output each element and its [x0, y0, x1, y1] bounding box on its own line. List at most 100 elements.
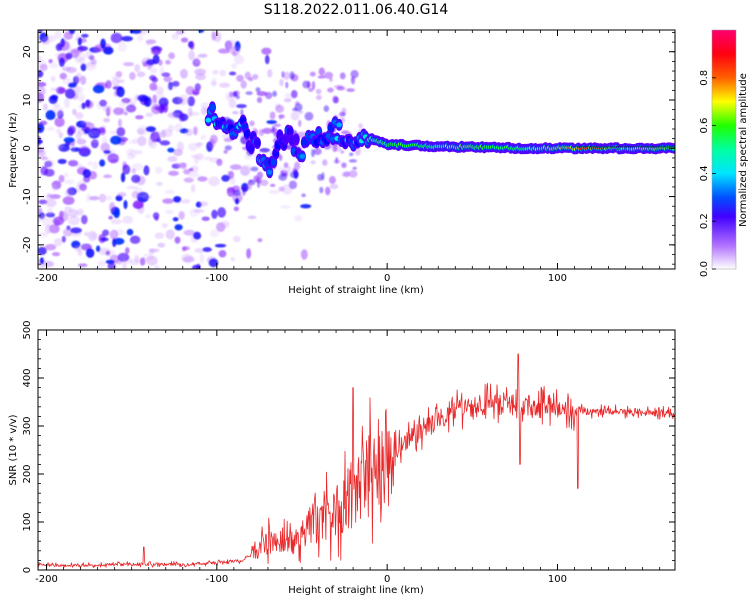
noise-blob [110, 135, 122, 145]
ridge-segment [270, 159, 277, 165]
colorbar-tick-label: 0.8 [699, 70, 710, 86]
noise-blob [348, 159, 358, 163]
ridge-segment [336, 122, 342, 128]
noise-blob [228, 71, 237, 76]
noise-blob [84, 231, 89, 237]
noise-blob [323, 105, 330, 112]
noise-blob [328, 176, 336, 185]
noise-blob [350, 77, 355, 82]
noise-blob [109, 202, 116, 213]
noise-blob [164, 189, 175, 195]
noise-blob [99, 128, 106, 136]
noise-blob [249, 120, 255, 127]
noise-blob [116, 86, 125, 98]
noise-blob [174, 224, 183, 231]
noise-blob [39, 257, 45, 265]
noise-blob [235, 95, 240, 100]
y-tick-label: 0 [22, 145, 33, 151]
spectrogram-y-label: Frequency (Hz) [8, 112, 19, 188]
noise-blob [134, 254, 140, 263]
noise-blob [230, 164, 242, 170]
noise-blob [214, 243, 227, 248]
noise-blob [173, 196, 182, 203]
noise-blob [194, 68, 207, 76]
noise-blob [74, 245, 80, 252]
noise-blob [178, 211, 185, 220]
noise-blob [233, 206, 240, 212]
noise-blob [252, 73, 259, 80]
noise-blob [221, 174, 230, 182]
noise-blob [99, 99, 107, 107]
noise-blob [107, 153, 119, 164]
noise-blob [86, 192, 91, 203]
noise-blob [230, 257, 235, 262]
noise-blob [38, 123, 45, 134]
noise-blob [103, 150, 111, 154]
noise-blob [133, 138, 138, 145]
y-tick-label: 400 [22, 368, 33, 387]
noise-blob [145, 40, 152, 47]
noise-blob [82, 169, 92, 178]
noise-blob [45, 109, 56, 121]
noise-blob [122, 259, 127, 269]
noise-blob [146, 255, 158, 266]
noise-blob [65, 141, 71, 147]
noise-blob [278, 186, 285, 192]
noise-blob [272, 90, 277, 97]
noise-blob [44, 244, 57, 251]
noise-blob [197, 176, 208, 182]
noise-blob [46, 127, 55, 131]
noise-blob [181, 199, 191, 204]
noise-blob [271, 125, 276, 133]
noise-blob [258, 128, 265, 137]
noise-blob [59, 72, 68, 80]
noise-blob [324, 71, 334, 79]
noise-blob [341, 162, 347, 169]
noise-blob [53, 238, 63, 247]
noise-blob [183, 177, 194, 183]
noise-blob [257, 179, 261, 189]
noise-blob [269, 183, 276, 188]
noise-blob [156, 181, 163, 186]
noise-blob [150, 49, 162, 55]
noise-blob [245, 91, 253, 96]
noise-blob [44, 224, 53, 234]
noise-blob [340, 150, 345, 154]
colorbar-tick-label: 0.2 [699, 213, 710, 229]
noise-blob [105, 250, 111, 256]
noise-blob [45, 159, 56, 169]
noise-blob [49, 87, 60, 92]
noise-blob [163, 102, 169, 113]
spectrogram-x-label: Height of straight line (km) [288, 285, 424, 296]
noise-blob [232, 189, 241, 196]
noise-blob [332, 143, 338, 153]
noise-blob [172, 217, 179, 222]
noise-blob [107, 262, 116, 269]
noise-blob [247, 181, 252, 191]
noise-blob [55, 43, 63, 52]
noise-blob [137, 94, 149, 102]
noise-blob [126, 185, 139, 190]
noise-blob [288, 180, 298, 190]
noise-blob [77, 104, 84, 109]
noise-blob [304, 111, 314, 121]
noise-blob [38, 150, 46, 157]
noise-blob [66, 225, 71, 231]
noise-blob [217, 48, 230, 54]
noise-blob [157, 242, 166, 248]
noise-blob [99, 159, 106, 167]
y-tick-label: 20 [22, 45, 33, 58]
noise-blob [261, 127, 273, 134]
noise-blob [350, 70, 359, 79]
noise-blob [218, 82, 231, 88]
noise-blob [162, 198, 174, 204]
colorbar-ticks: 0.0 0.2 0.4 0.6 0.8 [699, 70, 716, 277]
noise-blob [81, 214, 88, 225]
noise-blob [158, 59, 163, 66]
noise-blob [79, 56, 86, 66]
noise-blob [174, 236, 181, 244]
noise-blob [180, 68, 188, 79]
noise-blob [210, 229, 220, 238]
noise-blob [102, 105, 112, 113]
noise-blob [62, 196, 75, 205]
